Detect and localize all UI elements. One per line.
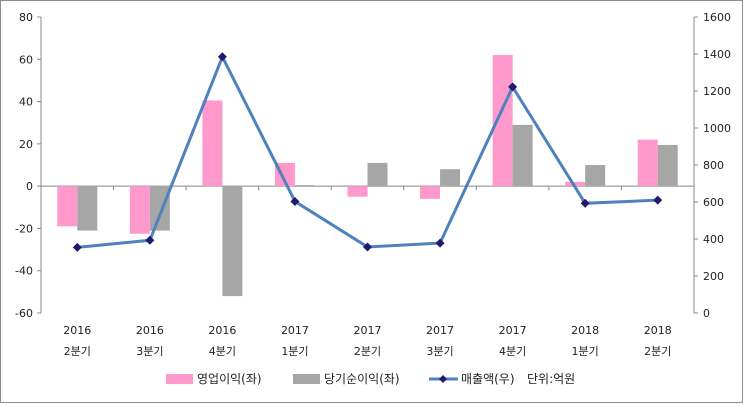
right-axis-tick-label: 600	[703, 196, 724, 209]
sales-marker	[653, 195, 663, 205]
left-axis-tick-label: 80	[19, 11, 33, 24]
category-quarter-label: 2분기	[64, 345, 91, 358]
left-axis-tick-label: 0	[26, 180, 33, 193]
bar-net-income	[149, 186, 170, 231]
right-axis-tick-label: 0	[703, 307, 710, 320]
bar-net-income	[585, 165, 606, 187]
left-axis-tick-label: -40	[15, 265, 33, 278]
category-quarter-label: 2분기	[644, 345, 671, 358]
legend-swatch-net-income	[293, 374, 320, 384]
right-axis-tick-label: 200	[703, 270, 724, 283]
left-axis-tick-label: 40	[19, 96, 33, 109]
bar-net-income	[440, 169, 461, 187]
sales-marker	[145, 235, 155, 245]
category-quarter-label: 1분기	[572, 345, 599, 358]
left-axis-tick-label: -20	[15, 222, 33, 235]
category-year-label: 2017	[499, 324, 527, 337]
legend-swatch-sales-marker	[439, 375, 447, 383]
category-quarter-label: 4분기	[499, 345, 526, 358]
right-axis-tick-label: 800	[703, 159, 724, 172]
right-axis-tick-label: 1600	[703, 11, 731, 24]
sales-marker	[72, 242, 82, 252]
category-quarter-label: 2분기	[354, 345, 381, 358]
category-year-label: 2017	[354, 324, 382, 337]
legend-label-net-income: 당기순이익(좌)	[324, 372, 400, 386]
category-year-label: 2018	[571, 324, 599, 337]
bar-operating-profit	[202, 100, 223, 187]
category-year-label: 2016	[63, 324, 91, 337]
bar-net-income	[222, 186, 243, 297]
left-axis-tick-label: -60	[15, 307, 33, 320]
bar-net-income	[77, 186, 98, 231]
sales-marker	[217, 52, 227, 62]
bar-net-income	[294, 185, 315, 187]
sales-marker	[580, 198, 590, 208]
bar-net-income	[512, 124, 533, 187]
left-axis-tick-label: 60	[19, 53, 33, 66]
legend-label-sales: 매출액(우)	[461, 372, 515, 386]
legend-label-operating-profit: 영업이익(좌)	[197, 372, 262, 386]
category-year-label: 2017	[426, 324, 454, 337]
right-axis-tick-label: 1200	[703, 85, 731, 98]
bar-operating-profit	[57, 186, 78, 227]
bar-operating-profit	[129, 186, 150, 234]
right-axis-tick-label: 1000	[703, 122, 731, 135]
left-axis-tick-label: 20	[19, 138, 33, 151]
bar-operating-profit	[420, 186, 441, 199]
category-year-label: 2018	[644, 324, 672, 337]
category-quarter-label: 3분기	[136, 345, 163, 358]
category-quarter-label: 4분기	[209, 345, 236, 358]
sales-marker	[363, 242, 372, 252]
category-year-label: 2017	[281, 324, 309, 337]
category-year-label: 2016	[208, 324, 236, 337]
right-axis-tick-label: 400	[703, 233, 724, 246]
bar-operating-profit	[347, 186, 368, 197]
unit-note: 단위:억원	[527, 372, 575, 386]
category-year-label: 2016	[136, 324, 164, 337]
bar-operating-profit	[492, 55, 513, 187]
bar-operating-profit	[565, 181, 586, 187]
bar-net-income	[657, 144, 678, 187]
category-quarter-label: 1분기	[281, 345, 308, 358]
bar-net-income	[367, 162, 388, 187]
right-axis-tick-label: 1400	[703, 48, 731, 61]
bar-operating-profit	[637, 139, 658, 187]
sales-marker	[290, 196, 300, 206]
category-quarter-label: 3분기	[426, 345, 453, 358]
sales-marker	[508, 82, 518, 92]
legend-swatch-operating-profit	[166, 374, 193, 384]
sales-marker	[435, 238, 445, 248]
